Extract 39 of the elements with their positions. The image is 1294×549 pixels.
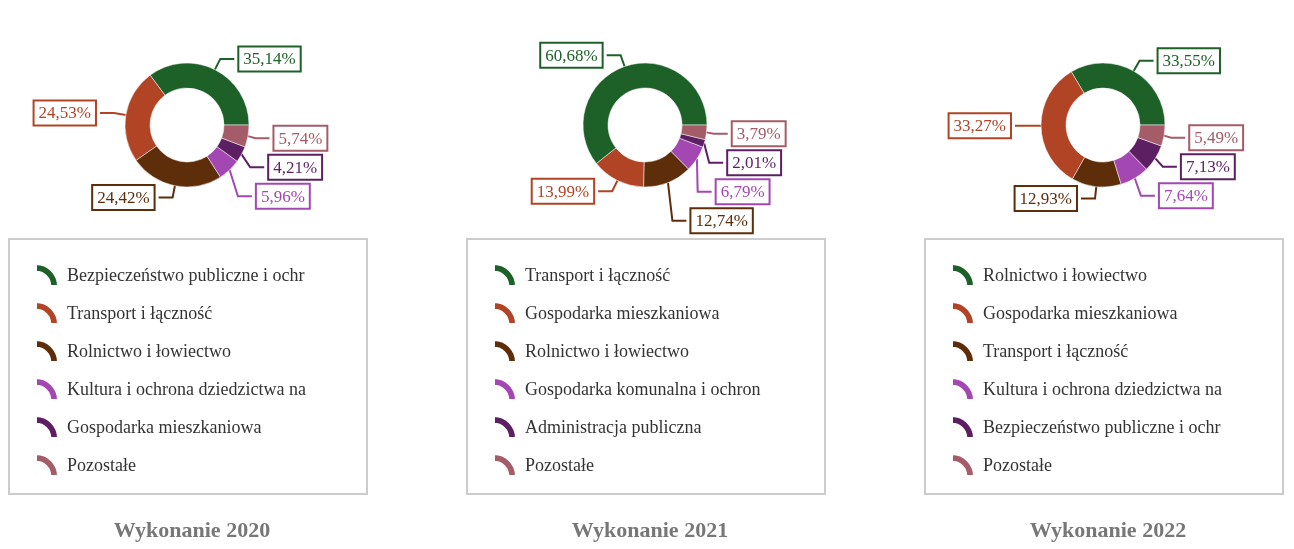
data-label: 33,27% [953,116,1006,136]
data-label: 35,14% [243,49,296,69]
text: Wykonanie 2022 [1029,516,1187,542]
data-label: 4,21% [273,157,318,177]
data-label: 3,79% [736,124,781,144]
data-label: 5,74% [278,128,323,148]
data-label: 7,13% [1185,157,1230,177]
legend-label: Rolnictwo i łowiectwo [67,341,231,361]
legend-label: Kultura i ochrona dziedzictwa na [67,379,306,399]
data-label: 7,64% [1163,186,1208,206]
legend-label: Pozostałe [525,455,594,475]
legend-label: Rolnictwo i łowiectwo [983,265,1147,285]
legend-label: Bezpieczeństwo publiczne i ochr [67,265,305,285]
data-label: 60,68% [545,45,598,65]
legend-label: Gospodarka mieszkaniowa [67,417,262,437]
legend-label: Pozostałe [983,455,1052,475]
legend-label: Gospodarka mieszkaniowa [983,303,1178,323]
legend-label: Gospodarka komunalna i ochron [525,379,761,399]
legend-label: Pozostałe [67,455,136,475]
data-label: 24,42% [97,188,150,208]
data-label: 33,55% [1162,51,1215,71]
data-label: 5,96% [260,186,305,206]
data-label: 12,74% [695,211,748,231]
data-label: 6,79% [720,182,765,202]
legend-label: Gospodarka mieszkaniowa [525,303,720,323]
data-label: 2,01% [732,153,777,173]
data-label: 24,53% [38,103,91,123]
data-label: 5,49% [1194,128,1239,148]
legend-label: Rolnictwo i łowiectwo [525,341,689,361]
legend-label: Bezpieczeństwo publiczne i ochr [983,417,1221,437]
text: Wykonanie 2020 [113,516,271,542]
legend-label: Transport i łączność [983,341,1129,361]
legend-label: Kultura i ochrona dziedzictwa na [983,379,1222,399]
legend-label: Administracja publiczna [525,417,702,437]
text: Wykonanie 2021 [571,516,729,542]
data-label: 12,93% [1019,189,1073,209]
legend-label: Transport i łączność [67,303,213,323]
data-label: 13,99% [536,181,590,201]
legend-label: Transport i łączność [525,265,671,285]
